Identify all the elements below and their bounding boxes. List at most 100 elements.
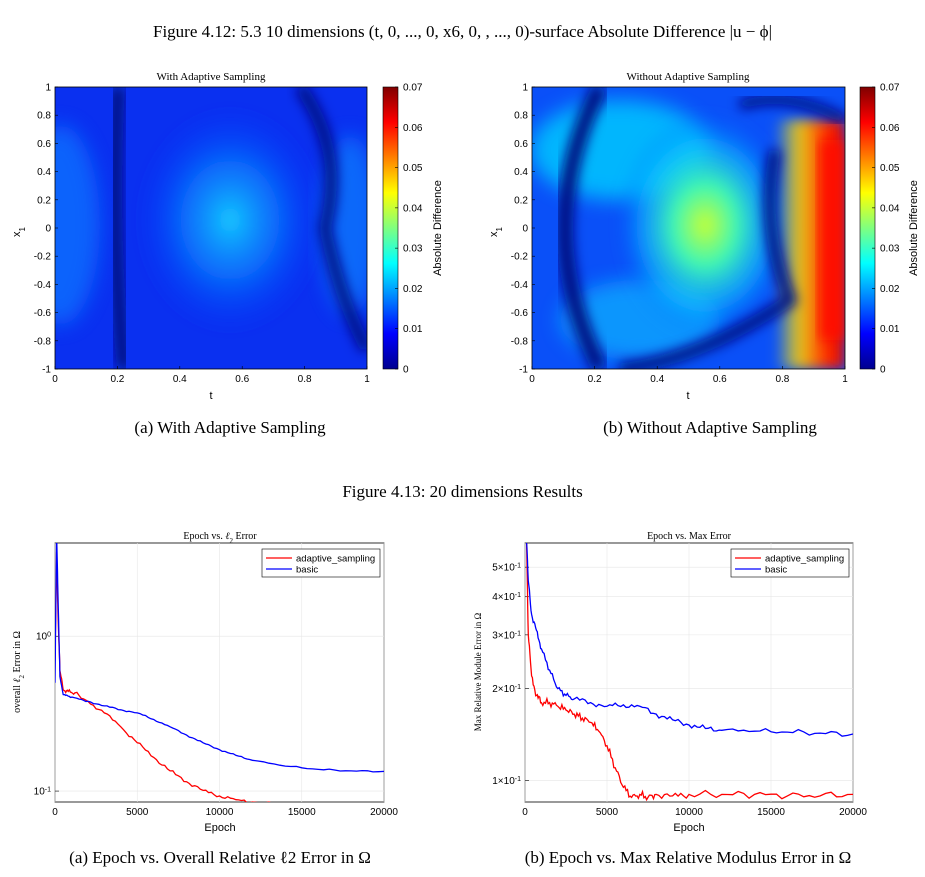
x-tick-label: 0.4 xyxy=(650,374,664,385)
colorbar-tick-label: 0.02 xyxy=(880,284,900,295)
series-line-adaptive_sampling xyxy=(55,551,271,802)
colorbar-tick-label: 0 xyxy=(403,365,409,376)
x-tick-label: 0 xyxy=(52,374,58,385)
x-tick-label: 20000 xyxy=(839,807,867,818)
x-tick-label: 0.8 xyxy=(775,374,789,385)
colorbar-tick-label: 0.07 xyxy=(403,83,423,94)
y-tick-label: 0.4 xyxy=(514,167,528,178)
colorbar-tick-label: 0.03 xyxy=(403,244,423,255)
y-tick-label: -0.4 xyxy=(511,280,529,291)
y-tick-label: 0.8 xyxy=(514,111,528,122)
legend-label: basic xyxy=(765,564,787,575)
heatmap-a-title: With Adaptive Sampling xyxy=(157,71,266,83)
y-tick-label: 1×10-1 xyxy=(492,775,521,787)
y-tick-label: -1 xyxy=(519,365,528,376)
legend-label: adaptive_sampling xyxy=(765,553,844,564)
colorbar-tick-label: 0.06 xyxy=(403,123,423,134)
chart-c-title: Epoch vs. ℓ2 Error xyxy=(183,531,257,545)
y-tick-label: 0.6 xyxy=(514,139,528,150)
line-chart-l2-error: 0 5000 10000 15000 20000 100 10-1 Epoch vs. ℓ2… xyxy=(12,531,398,834)
line-chart-max-error: 0 5000 10000 15000 20000 5×10-1 4×10-1 3×10-1 2×… xyxy=(473,531,867,834)
y-tick-label: -0.2 xyxy=(34,252,52,263)
caption-4-12-b: (b) Without Adaptive Sampling xyxy=(603,418,817,437)
x-tick-label: 0.4 xyxy=(173,374,187,385)
y-tick-label: 0 xyxy=(45,224,51,235)
colorbar-tick-label: 0.07 xyxy=(880,83,900,94)
chart-d-title: Epoch vs. Max Error xyxy=(647,531,732,542)
colorbar-tick-label: 0.04 xyxy=(880,203,900,214)
y-tick-label: 2×10-1 xyxy=(492,684,521,696)
y-tick-label: 1 xyxy=(522,83,528,94)
x-tick-label: 0.8 xyxy=(298,374,312,385)
y-tick-label: 0 xyxy=(522,224,528,235)
y-tick-label: -0.6 xyxy=(511,308,529,319)
y-tick-label: 0.2 xyxy=(514,195,528,206)
heatmap-a-xlabel: t xyxy=(209,390,212,402)
chart-d-ylabel: Max Relative Module Error in Ω xyxy=(473,612,483,731)
y-tick-label: 3×10-1 xyxy=(492,630,521,642)
y-tick-label: -0.2 xyxy=(511,252,529,263)
y-tick-label: -0.8 xyxy=(34,336,52,347)
x-tick-label: 0.2 xyxy=(588,374,602,385)
x-tick-label: 15000 xyxy=(288,807,316,818)
colorbar-tick-label: 0.05 xyxy=(403,163,423,174)
y-tick-label: -1 xyxy=(42,365,51,376)
series-line-basic xyxy=(525,543,853,737)
x-tick-label: 10000 xyxy=(675,807,703,818)
x-tick-label: 20000 xyxy=(370,807,398,818)
y-tick-label: -0.8 xyxy=(511,336,529,347)
heatmap-b-xlabel: t xyxy=(686,390,689,402)
caption-4-12-a: (a) With Adaptive Sampling xyxy=(134,418,326,437)
colorbar-a xyxy=(382,86,399,370)
colorbar-tick-label: 0.02 xyxy=(403,284,423,295)
x-tick-label: 0 xyxy=(529,374,535,385)
y-tick-label: 4×10-1 xyxy=(492,592,521,604)
x-tick-label: 5000 xyxy=(596,807,619,818)
series-line-basic xyxy=(55,543,384,773)
caption-4-13-a: (a) Epoch vs. Overall Relative ℓ2 Error … xyxy=(69,848,371,867)
x-tick-label: 0.2 xyxy=(110,374,124,385)
y-tick-label: 5×10-1 xyxy=(492,562,521,574)
colorbar-tick-label: 0.04 xyxy=(403,203,423,214)
colorbar-tick-label: 0.03 xyxy=(880,244,900,255)
heatmap-b-title: Without Adaptive Sampling xyxy=(627,71,750,83)
x-tick-label: 0 xyxy=(522,807,528,818)
colorbar-tick-label: 0.01 xyxy=(880,324,900,335)
colorbar-b-label: Absolute Difference xyxy=(908,180,920,276)
y-tick-label: -0.6 xyxy=(34,308,52,319)
y-tick-label: 0.4 xyxy=(37,167,51,178)
heatmap-b-ylabel: x1 xyxy=(488,226,504,237)
x-tick-label: 5000 xyxy=(126,807,149,818)
heatmap-a-ylabel: x1 xyxy=(11,226,27,237)
y-tick-label: 1 xyxy=(45,83,51,94)
chart-d-xlabel: Epoch xyxy=(673,822,704,834)
colorbar-tick-label: 0.05 xyxy=(880,163,900,174)
chart-c-ylabel: overall ℓ2 Error in Ω xyxy=(12,631,26,713)
chart-c-xlabel: Epoch xyxy=(204,822,235,834)
x-tick-label: 1 xyxy=(364,374,370,385)
y-tick-label: 0.6 xyxy=(37,139,51,150)
x-tick-label: 1 xyxy=(842,374,848,385)
legend-box xyxy=(261,548,381,578)
legend-box xyxy=(730,548,850,578)
colorbar-b xyxy=(859,86,876,370)
figure-4-13-title: Figure 4.13: 20 dimensions Results xyxy=(342,482,583,501)
legend-label: adaptive_sampling xyxy=(296,553,375,564)
y-tick-label: 10-1 xyxy=(34,786,51,798)
x-tick-label: 15000 xyxy=(757,807,785,818)
y-tick-label: 0.2 xyxy=(37,195,51,206)
x-tick-label: 10000 xyxy=(206,807,234,818)
colorbar-tick-label: 0.06 xyxy=(880,123,900,134)
heatmap-with-adaptive: With Adaptive Sampling 0 0.2 0.4 0.6 0.8 1 1 0.… xyxy=(11,71,444,402)
colorbar-tick-label: 0 xyxy=(880,365,886,376)
colorbar-a-label: Absolute Difference xyxy=(432,180,444,276)
x-tick-label: 0.6 xyxy=(235,374,249,385)
heatmap-without-adaptive: Without Adaptive Sampling 0 0.2 0.4 0.6 0.8 1… xyxy=(488,71,920,402)
x-tick-label: 0.6 xyxy=(713,374,727,385)
caption-4-13-b: (b) Epoch vs. Max Relative Modulus Error… xyxy=(524,848,852,867)
y-tick-label: -0.4 xyxy=(34,280,52,291)
colorbar-tick-label: 0.01 xyxy=(403,324,423,335)
y-tick-label: 0.8 xyxy=(37,111,51,122)
x-tick-label: 0 xyxy=(52,807,58,818)
